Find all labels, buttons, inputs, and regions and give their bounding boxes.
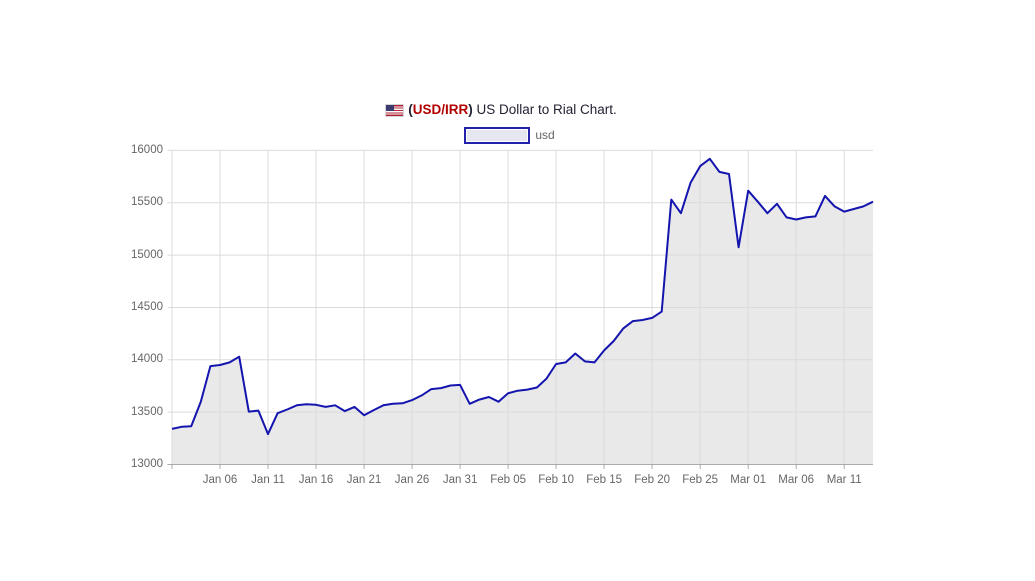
chart-legend: usd xyxy=(130,126,873,144)
title-rest: US Dollar to Rial Chart. xyxy=(472,102,617,117)
x-axis-label: Jan 21 xyxy=(346,474,382,486)
chart-title: (USD/IRR) US Dollar to Rial Chart. xyxy=(130,101,873,119)
y-axis-label: 13500 xyxy=(131,405,163,418)
y-axis-label: 14000 xyxy=(131,353,163,366)
title-paren-open: ( xyxy=(408,102,413,117)
y-axis-label: 14500 xyxy=(131,300,163,313)
x-axis-label: Jan 11 xyxy=(251,474,285,486)
x-axis-label: Jan 31 xyxy=(442,474,478,486)
x-axis-label: Feb 05 xyxy=(490,474,526,486)
x-axis-label: Feb 25 xyxy=(682,474,719,486)
usd-price-line xyxy=(171,157,874,436)
us-flag-icon xyxy=(386,104,404,116)
x-axis-label: Jan 16 xyxy=(298,474,334,486)
x-axis-label: Mar 06 xyxy=(778,474,815,486)
y-axis-label: 15500 xyxy=(131,196,163,209)
title-paren-close: ) xyxy=(468,102,473,117)
y-axis-label: 16000 xyxy=(131,143,163,156)
x-axis-label: Jan 26 xyxy=(394,474,430,486)
legend-swatch xyxy=(464,126,531,144)
usd-area-fill xyxy=(172,158,873,465)
y-axis-label: 15000 xyxy=(131,248,163,261)
x-axis-label: Jan 06 xyxy=(202,474,238,486)
x-axis-label: Feb 15 xyxy=(586,474,623,486)
y-axis-label: 13000 xyxy=(131,458,163,470)
x-axis-label: Mar 01 xyxy=(730,474,767,486)
x-axis-label: Feb 10 xyxy=(538,474,575,486)
title-currency-pair: USD/IRR xyxy=(412,102,469,117)
legend-label: usd xyxy=(535,128,555,142)
x-axis-label: Mar 11 xyxy=(826,474,862,486)
x-axis-label: Feb 20 xyxy=(634,474,671,486)
chart-title-text: (USD/IRR) US Dollar to Rial Chart. xyxy=(408,102,617,118)
